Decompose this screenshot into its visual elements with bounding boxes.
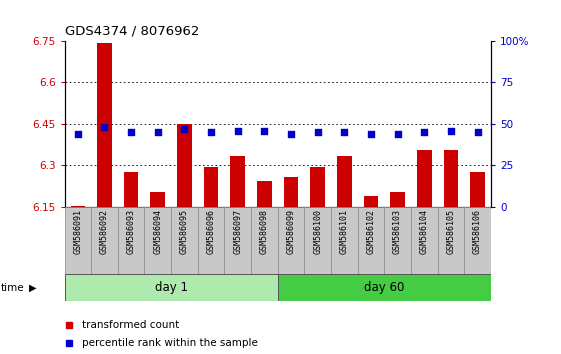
Text: GSM586106: GSM586106 (473, 209, 482, 254)
Bar (384, 207, 411, 274)
Text: GSM586101: GSM586101 (340, 209, 349, 254)
Point (313, 130, 322, 135)
Bar (97, 44, 112, 207)
Bar (337, 156, 352, 207)
Text: GSM586100: GSM586100 (313, 209, 322, 254)
Bar (91, 207, 118, 274)
Point (206, 130, 215, 135)
Bar (358, 207, 384, 274)
Bar (145, 207, 171, 274)
Text: GSM586095: GSM586095 (180, 209, 189, 254)
Bar (278, 274, 491, 301)
Bar (118, 207, 145, 274)
Text: GSM586099: GSM586099 (287, 209, 296, 254)
Bar (150, 192, 165, 207)
Point (447, 128, 456, 133)
Bar (278, 207, 304, 274)
Text: transformed count: transformed count (81, 320, 179, 330)
Bar (310, 167, 325, 207)
Text: GSM586098: GSM586098 (260, 209, 269, 254)
Bar (177, 124, 192, 207)
Bar (124, 172, 139, 207)
Bar (197, 207, 224, 274)
Bar (171, 207, 198, 274)
Text: ▶: ▶ (29, 282, 36, 293)
Bar (65, 274, 278, 301)
Text: GSM586105: GSM586105 (447, 209, 456, 254)
Bar (331, 207, 358, 274)
Text: GSM586096: GSM586096 (206, 209, 215, 254)
Bar (364, 196, 378, 207)
Point (100, 124, 109, 130)
Text: GSM586094: GSM586094 (153, 209, 162, 254)
Text: GSM586104: GSM586104 (420, 209, 429, 254)
Point (393, 131, 402, 137)
Point (340, 130, 349, 135)
Point (73, 131, 82, 137)
Text: time: time (1, 282, 25, 293)
Bar (470, 172, 485, 207)
Point (366, 131, 375, 137)
Text: GSM586102: GSM586102 (366, 209, 375, 254)
Bar (438, 207, 465, 274)
Bar (465, 207, 491, 274)
Bar (257, 181, 272, 207)
Point (287, 131, 296, 137)
Point (473, 130, 482, 135)
Bar (231, 156, 245, 207)
Text: GDS4374 / 8076962: GDS4374 / 8076962 (65, 24, 199, 37)
Text: GSM586103: GSM586103 (393, 209, 402, 254)
Point (180, 126, 189, 132)
Bar (444, 150, 458, 207)
Point (233, 128, 242, 133)
Text: percentile rank within the sample: percentile rank within the sample (81, 338, 257, 348)
Bar (71, 206, 85, 207)
Bar (204, 167, 218, 207)
Point (127, 130, 136, 135)
Bar (251, 207, 278, 274)
Bar (411, 207, 438, 274)
Point (260, 128, 269, 133)
Text: day 1: day 1 (155, 281, 187, 294)
Text: GSM586097: GSM586097 (233, 209, 242, 254)
Bar (304, 207, 331, 274)
Bar (284, 177, 298, 207)
Bar (417, 150, 431, 207)
Text: GSM586093: GSM586093 (127, 209, 136, 254)
Bar (65, 207, 91, 274)
Text: GSM586091: GSM586091 (73, 209, 82, 254)
Bar (390, 192, 405, 207)
Point (420, 130, 429, 135)
Point (153, 130, 162, 135)
Text: day 60: day 60 (364, 281, 404, 294)
Text: GSM586092: GSM586092 (100, 209, 109, 254)
Bar (224, 207, 251, 274)
